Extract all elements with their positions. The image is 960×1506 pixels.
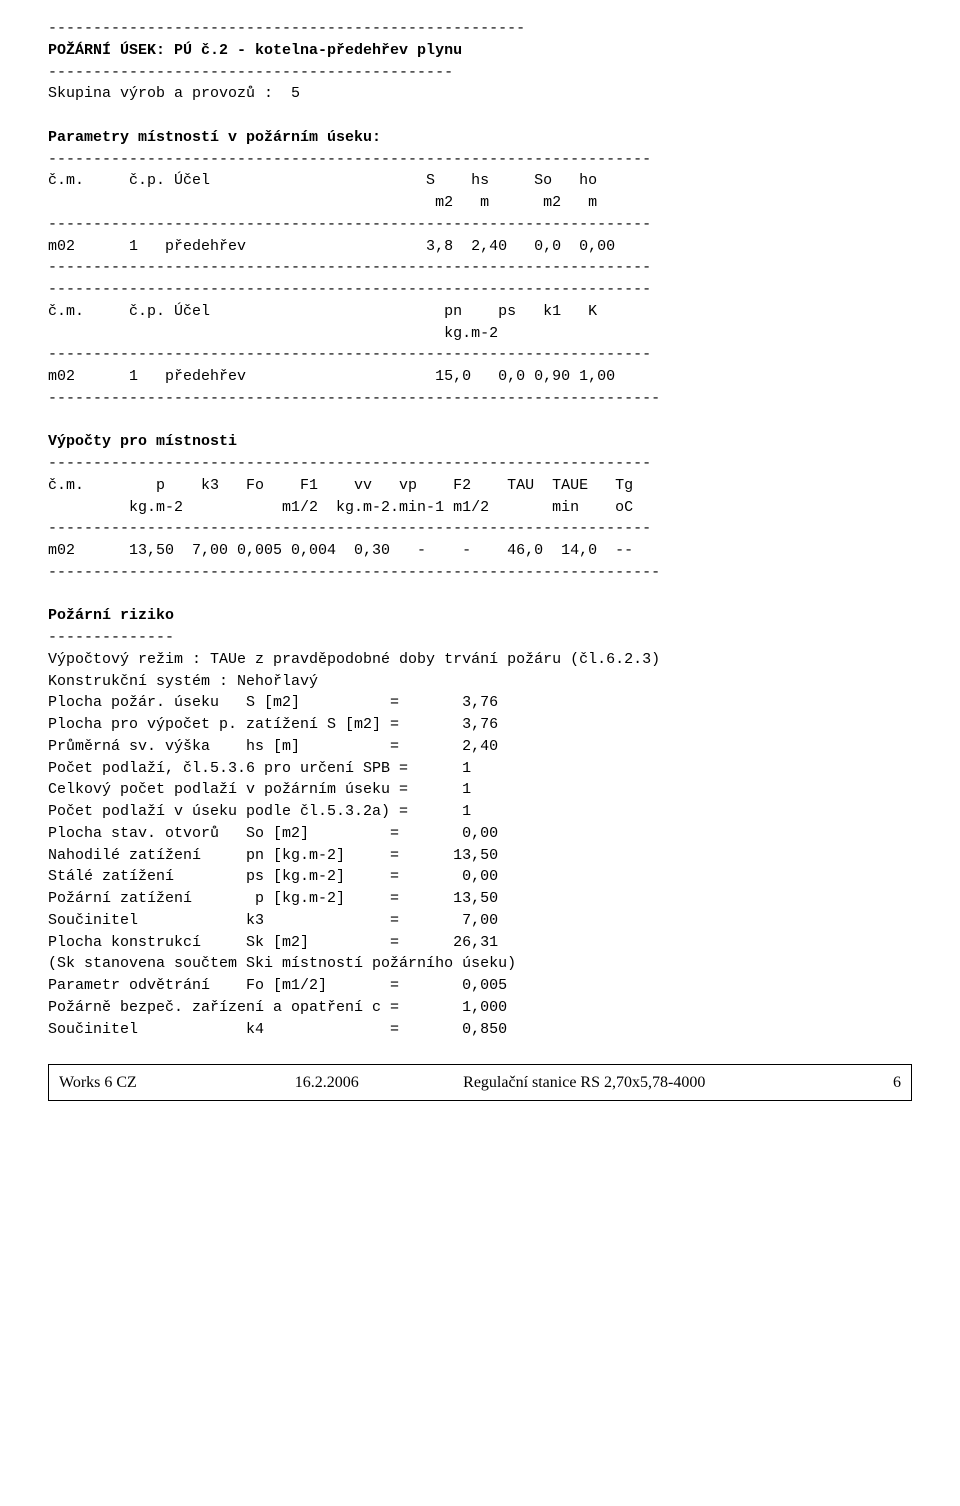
rule: ----------------------------------------… — [48, 562, 912, 584]
pr-line: Parametr odvětrání Fo [m1/2] = 0,005 — [48, 975, 912, 997]
footer-page: 6 — [867, 1071, 901, 1094]
footer-date: 16.2.2006 — [295, 1071, 463, 1094]
rule: ----------------------------------------… — [48, 257, 912, 279]
vypocty-row-m02: m02 13,50 7,00 0,005 0,004 0,30 - - 46,0… — [48, 540, 912, 562]
pr-line: Plocha požár. úseku S [m2] = 3,76 — [48, 692, 912, 714]
page-footer: Works 6 CZ 16.2.2006 Regulační stanice R… — [48, 1064, 912, 1101]
rule-short: -------------- — [48, 627, 912, 649]
pr-line: Plocha stav. otvorů So [m2] = 0,00 — [48, 823, 912, 845]
pr-line: Plocha konstrukcí Sk [m2] = 26,31 — [48, 932, 912, 954]
pr-line: Součinitel k4 = 0,850 — [48, 1019, 912, 1041]
vypocty-header-1: č.m. p k3 Fo F1 vv vp F2 TAU TAUE Tg — [48, 475, 912, 497]
rule: ----------------------------------------… — [48, 518, 912, 540]
rule: ----------------------------------------… — [48, 388, 912, 410]
rule: ----------------------------------------… — [48, 279, 912, 301]
ucel2-header-1: č.m. č.p. Účel pn ps k1 K — [48, 301, 912, 323]
skupina-line: Skupina výrob a provozů : 5 — [48, 83, 912, 105]
pr-line: Součinitel k3 = 7,00 — [48, 910, 912, 932]
pr-line: (Sk stanovena součtem Ski místností požá… — [48, 953, 912, 975]
pr-line: Požární zatížení p [kg.m-2] = 13,50 — [48, 888, 912, 910]
pr-line: Plocha pro výpočet p. zatížení S [m2] = … — [48, 714, 912, 736]
pr-line: Stálé zatížení ps [kg.m-2] = 0,00 — [48, 866, 912, 888]
param-heading: Parametry místností v požárním úseku: — [48, 127, 912, 149]
ucel2-row-m02: m02 1 předehřev 15,0 0,0 0,90 1,00 — [48, 366, 912, 388]
rule: ----------------------------------------… — [48, 214, 912, 236]
pr-line: Konstrukční systém : Nehořlavý — [48, 671, 912, 693]
pr-line: Průměrná sv. výška hs [m] = 2,40 — [48, 736, 912, 758]
section-title: POŽÁRNÍ ÚSEK: PÚ č.2 - kotelna-předehřev… — [48, 40, 912, 62]
pr-line: Počet podlaží v úseku podle čl.5.3.2a) =… — [48, 801, 912, 823]
pr-line: Nahodilé zatížení pn [kg.m-2] = 13,50 — [48, 845, 912, 867]
pozarni-riziko-heading: Požární riziko — [48, 605, 912, 627]
rule: ----------------------------------------… — [48, 344, 912, 366]
vypocty-heading: Výpočty pro místnosti — [48, 431, 912, 453]
footer-desc: Regulační stanice RS 2,70x5,78-4000 — [463, 1071, 867, 1094]
pr-line: Celkový počet podlaží v požárním úseku =… — [48, 779, 912, 801]
param-header-1: č.m. č.p. Účel S hs So ho — [48, 170, 912, 192]
rule: ----------------------------------------… — [48, 149, 912, 171]
pr-line: Požárně bezpeč. zařízení a opatření c = … — [48, 997, 912, 1019]
param-header-2: m2 m m2 m — [48, 192, 912, 214]
footer-app: Works 6 CZ — [59, 1071, 295, 1094]
rule-top: ----------------------------------------… — [48, 18, 912, 40]
ucel2-header-2: kg.m-2 — [48, 323, 912, 345]
rule-under-title: ----------------------------------------… — [48, 62, 912, 84]
pr-line: Počet podlaží, čl.5.3.6 pro určení SPB =… — [48, 758, 912, 780]
param-row-m02: m02 1 předehřev 3,8 2,40 0,0 0,00 — [48, 236, 912, 258]
rule: ----------------------------------------… — [48, 453, 912, 475]
vypocty-header-2: kg.m-2 m1/2 kg.m-2.min-1 m1/2 min oC — [48, 497, 912, 519]
pr-line: Výpočtový režim : TAUe z pravděpodobné d… — [48, 649, 912, 671]
